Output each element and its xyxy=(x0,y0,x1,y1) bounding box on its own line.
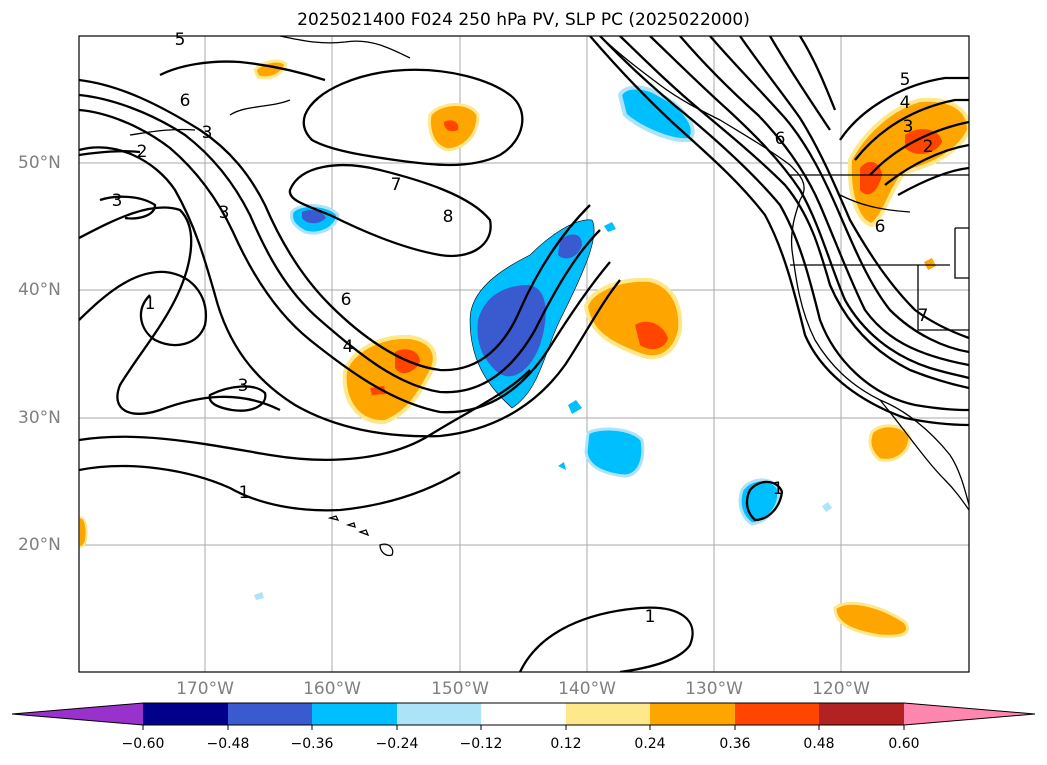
contour-label: 6 xyxy=(775,129,786,149)
contour-label: 1 xyxy=(145,294,156,314)
contour-label: 6 xyxy=(875,217,886,237)
contour-label: 1 xyxy=(239,483,250,503)
colorbar-extend-left xyxy=(12,703,143,725)
contour-label: 6 xyxy=(180,91,191,111)
lon-label: 160°W xyxy=(303,679,361,699)
pv-shading xyxy=(79,59,969,638)
colorbar-tick-label: 0.24 xyxy=(634,736,666,752)
contour-label: 3 xyxy=(238,376,249,396)
map-frame xyxy=(78,35,970,673)
lat-label: 30°N xyxy=(18,408,61,428)
lon-label: 150°W xyxy=(431,679,489,699)
colorbar-tick-label: −0.60 xyxy=(121,736,165,752)
contour-label: 4 xyxy=(900,93,911,113)
contour-label: 1 xyxy=(773,479,784,499)
lon-label: 170°W xyxy=(176,679,234,699)
colorbar-tick-label: −0.24 xyxy=(375,736,419,752)
contour-labels: 5 6 3 2 3 3 1 7 8 6 4 3 1 1 1 5 4 3 2 6 … xyxy=(112,30,934,627)
colorbar-bin xyxy=(481,703,566,725)
contour-label: 4 xyxy=(343,337,354,357)
contour-label: 3 xyxy=(112,191,123,211)
lat-label: 50°N xyxy=(18,153,61,173)
lat-label: 40°N xyxy=(18,280,61,300)
contour-label: 2 xyxy=(923,137,934,157)
contour-label: 2 xyxy=(137,142,148,162)
contour-label: 3 xyxy=(219,203,230,223)
colorbar xyxy=(11,702,1036,730)
contour-label: 1 xyxy=(645,607,656,627)
contour-label: 3 xyxy=(903,117,914,137)
lat-label: 20°N xyxy=(18,535,61,555)
colorbar-bin xyxy=(650,703,735,725)
pv-positive-west xyxy=(342,334,437,425)
colorbar-tick-label: 0.60 xyxy=(888,736,920,752)
colorbar-extend-right xyxy=(904,703,1035,725)
lon-label: 120°W xyxy=(812,679,870,699)
colorbar-tick-label: 0.36 xyxy=(719,736,751,752)
contour-label: 6 xyxy=(341,290,352,310)
contour-label: 8 xyxy=(443,207,454,227)
colorbar-bin xyxy=(312,703,397,725)
contour-label: 7 xyxy=(391,175,402,195)
colorbar-bin xyxy=(566,703,650,725)
colorbar-tick-label: 0.48 xyxy=(803,736,835,752)
contour-label: 3 xyxy=(202,123,213,143)
colorbar-tick-label: −0.48 xyxy=(206,736,250,752)
slp-contours xyxy=(79,36,969,672)
colorbar-bin xyxy=(143,703,228,725)
contour-label: 5 xyxy=(900,70,911,90)
colorbar-bin xyxy=(819,703,904,725)
colorbar-tick-label: −0.36 xyxy=(290,736,334,752)
contour-label: 5 xyxy=(175,30,186,50)
map-title: 2025021400 F024 250 hPa PV, SLP PC (2025… xyxy=(297,10,750,30)
colorbar-bin xyxy=(735,703,819,725)
lon-label: 130°W xyxy=(685,679,743,699)
colorbar-tick-label: −0.12 xyxy=(459,736,503,752)
colorbar-bin xyxy=(397,703,481,725)
contour-label: 7 xyxy=(918,306,929,326)
colorbar-tick-label: 0.12 xyxy=(550,736,582,752)
colorbar-bin xyxy=(228,703,312,725)
lon-label: 140°W xyxy=(558,679,616,699)
